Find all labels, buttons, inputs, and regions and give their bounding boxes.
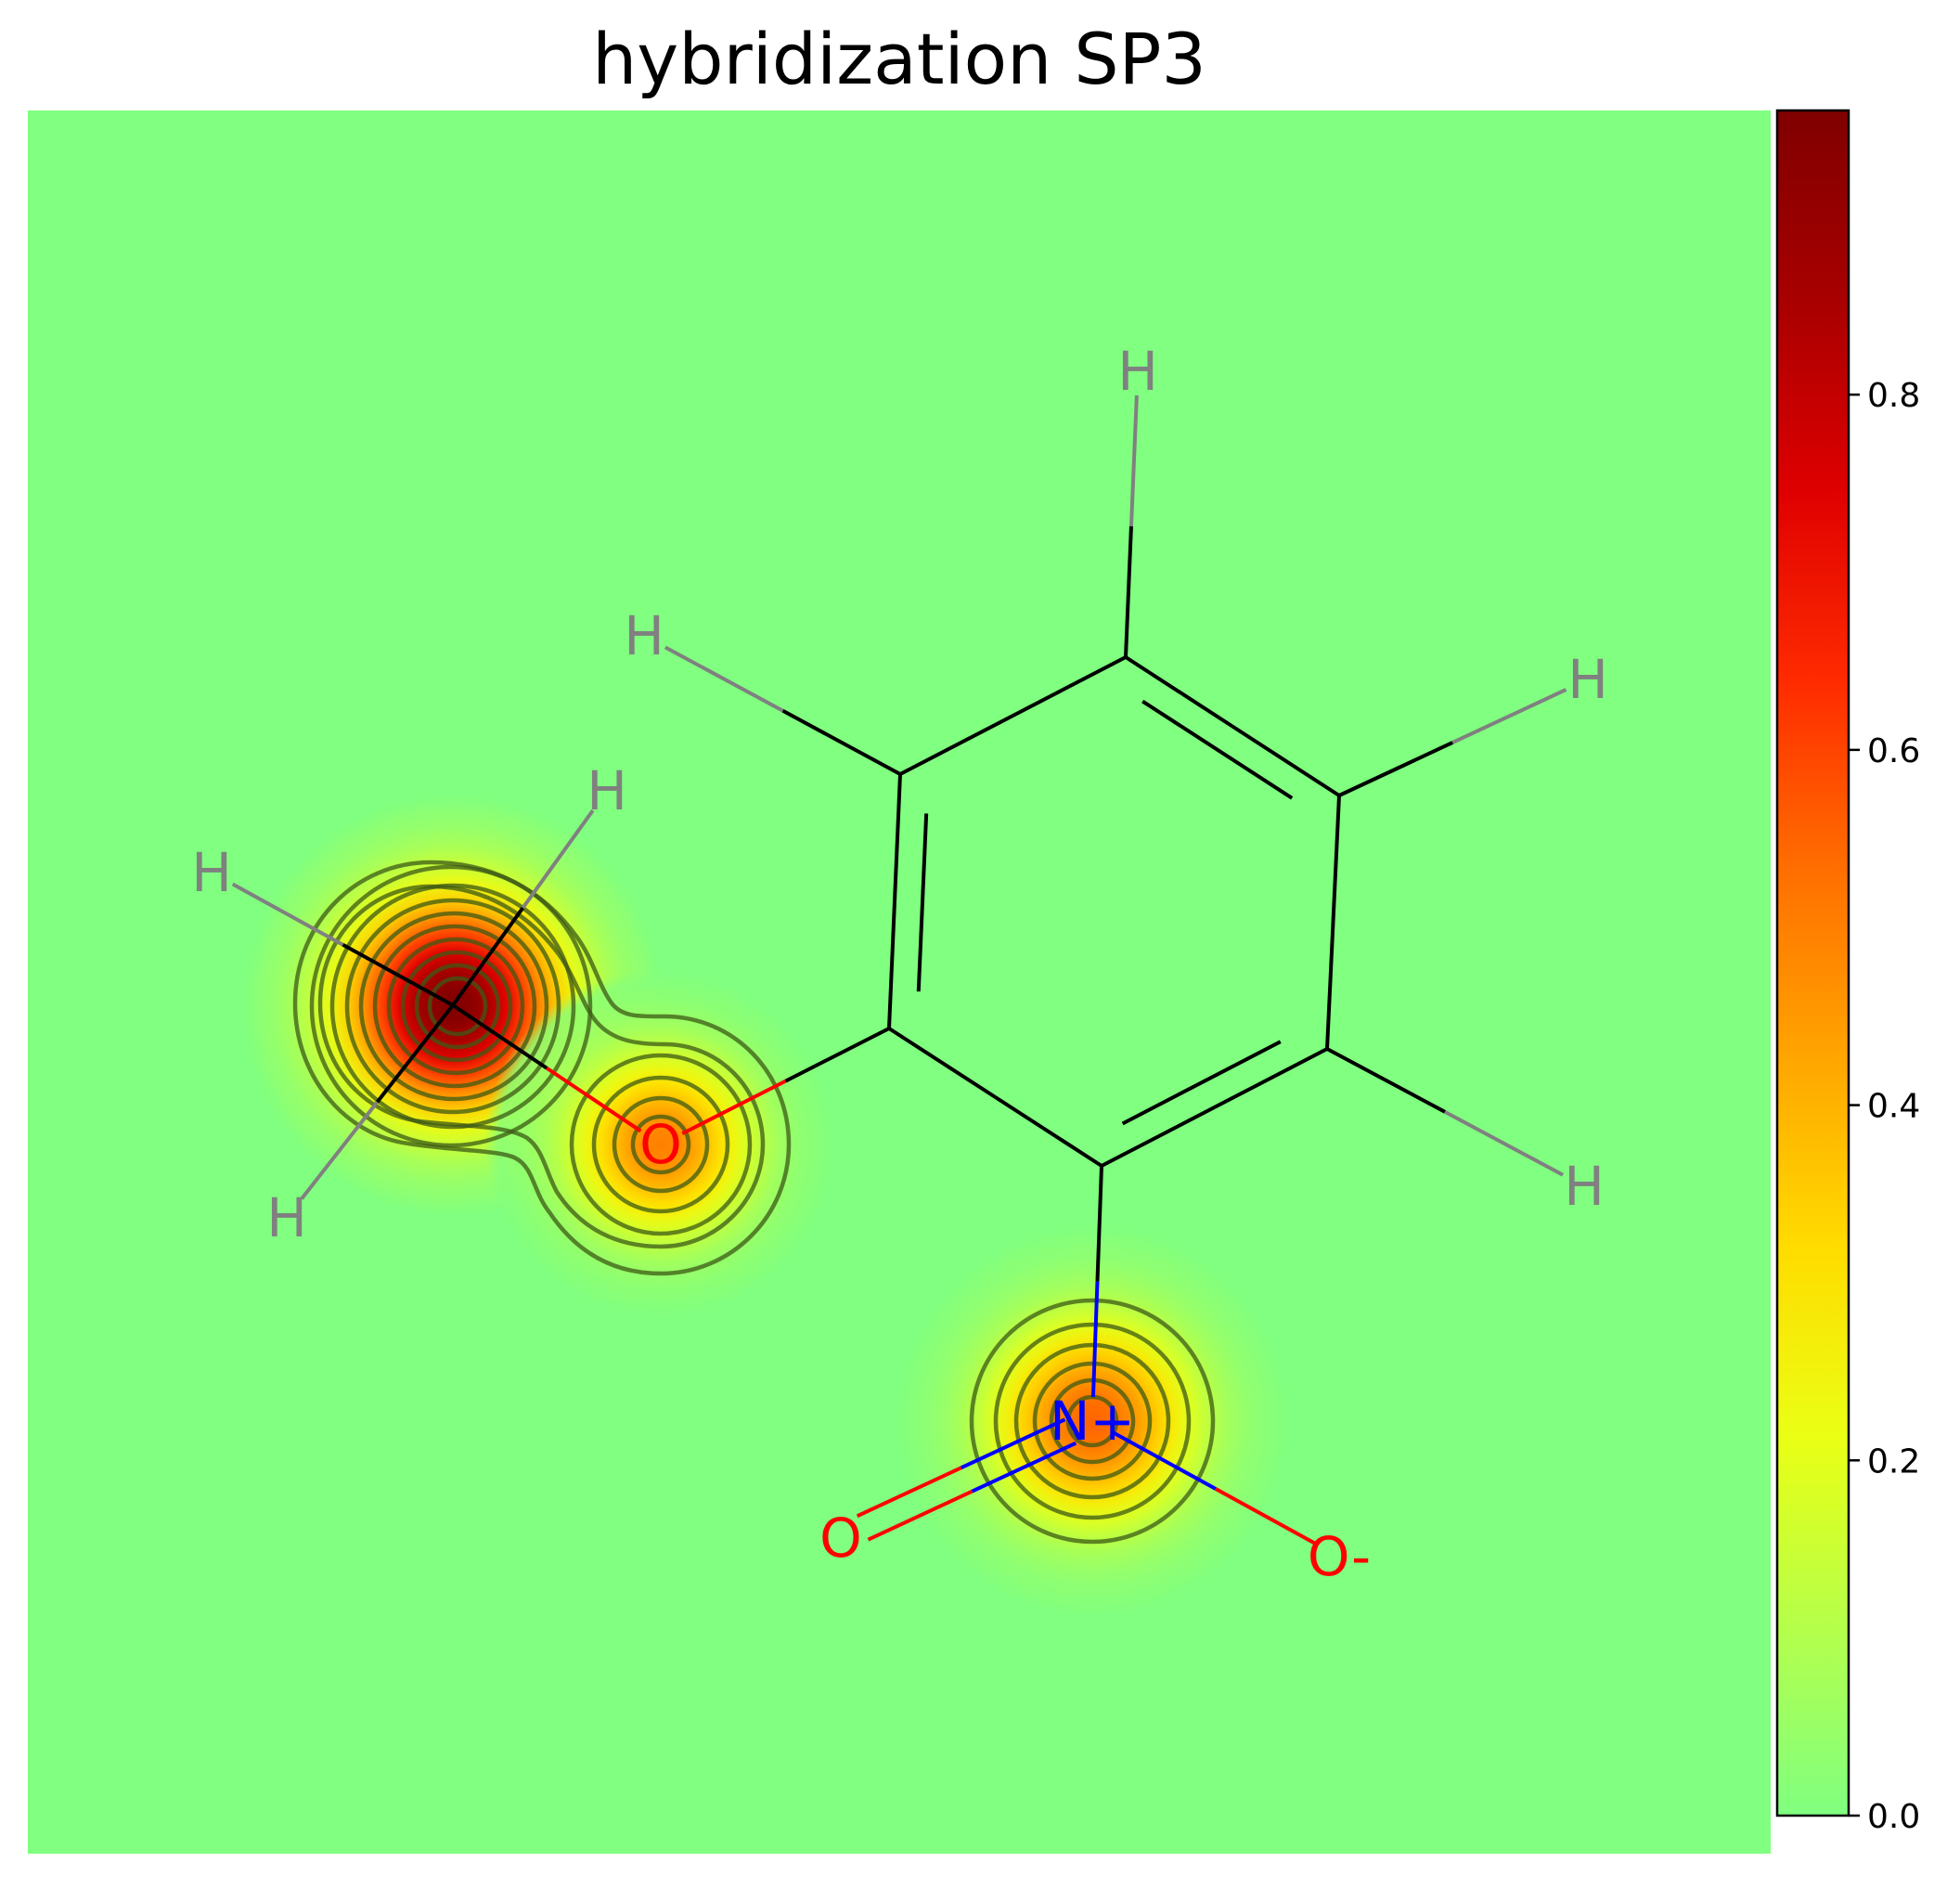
contour-line — [1065, 1394, 1119, 1448]
bond-line — [960, 1417, 1066, 1470]
bond-line — [375, 1003, 455, 1104]
atom-label-o2: O — [819, 1507, 862, 1570]
bond-line — [916, 813, 929, 992]
atom-label-h7: H — [1564, 1155, 1605, 1218]
bond-line — [546, 1067, 642, 1133]
contour-line — [630, 1114, 691, 1175]
bond-line — [899, 714, 1014, 776]
atom-label-h6: H — [1567, 648, 1608, 711]
bond-line — [231, 882, 344, 947]
bond-line — [1444, 1110, 1565, 1177]
molecule-atom-labels: O N+ O O- H H H H H H H — [191, 340, 1608, 1588]
bond-line — [300, 1101, 380, 1200]
contour-line — [427, 976, 488, 1037]
atom-label-h5: H — [1117, 340, 1158, 403]
bond-line — [781, 708, 901, 776]
contour-line — [993, 1322, 1192, 1520]
bond-line — [451, 1003, 548, 1070]
contour-layer — [292, 860, 1216, 1545]
bond-line — [887, 900, 896, 1029]
contour-line — [372, 924, 537, 1089]
colorbar-tick-label: 0.0 — [1867, 1798, 1920, 1836]
contour-line — [1032, 1361, 1153, 1481]
bond-line — [784, 1027, 890, 1083]
colorbar-tick-label: 0.2 — [1867, 1442, 1920, 1481]
colorbar-tick-label: 0.8 — [1867, 377, 1920, 415]
contour-line — [612, 1095, 710, 1194]
bond-line — [1338, 741, 1454, 797]
bond-line — [1451, 688, 1567, 744]
contour-line — [386, 937, 525, 1076]
bond-line — [867, 1489, 974, 1542]
atom-label-o3: O- — [1308, 1525, 1371, 1588]
bond-line — [1215, 1487, 1320, 1547]
contour-line — [292, 860, 792, 1276]
bond-line — [681, 1079, 787, 1136]
bond-line — [1090, 1281, 1100, 1398]
bond-line — [1101, 1106, 1216, 1168]
bond-line — [971, 1441, 1077, 1494]
bond-line — [1095, 1165, 1103, 1282]
bond-line — [1231, 724, 1341, 797]
bond-line — [1121, 1040, 1282, 1126]
contour-line — [344, 898, 561, 1115]
bond-line — [1124, 525, 1133, 658]
bond-line — [887, 1027, 997, 1099]
colorbar-tick-label: 0.4 — [1867, 1088, 1920, 1126]
bond-line — [893, 773, 902, 902]
bond-line — [1112, 1430, 1217, 1491]
contour-line — [317, 884, 766, 1249]
bond-line — [1012, 655, 1127, 718]
plot-area: O N+ O O- H H H H H H H — [28, 110, 1771, 1854]
bond-line — [1331, 795, 1341, 923]
contour-line — [569, 1053, 753, 1236]
contour-line — [309, 864, 593, 1148]
bond-line — [856, 1466, 962, 1519]
heat-peak — [893, 1222, 1292, 1621]
contour-line — [329, 883, 576, 1130]
colorbar-gradient — [1775, 109, 1850, 1817]
atom-label-h2: H — [587, 759, 627, 822]
colorbar-tick-label: 0.6 — [1867, 732, 1920, 770]
bond-line — [451, 906, 525, 1007]
bond-line — [1213, 1047, 1328, 1109]
heat-peak — [484, 968, 837, 1321]
contour-line — [414, 963, 501, 1050]
atom-label-o1: O — [639, 1113, 682, 1176]
bond-line — [521, 808, 595, 910]
chart-title: hybridization SP3 — [592, 18, 1206, 100]
bond-line — [1124, 655, 1234, 729]
bond-line — [1128, 394, 1139, 527]
bond-line — [994, 1095, 1103, 1168]
contour-line — [591, 1075, 730, 1214]
contour-line — [358, 911, 549, 1102]
atom-label-h1: H — [191, 841, 232, 904]
bond-line — [1325, 922, 1335, 1050]
atom-label-n1: N+ — [1050, 1390, 1135, 1453]
atom-label-h4: H — [624, 604, 664, 667]
colorbar: 0.0 0.2 0.4 0.6 0.8 — [1775, 109, 1920, 1836]
contour-line — [969, 1298, 1216, 1545]
molecule-bonds — [231, 394, 1567, 1547]
bond-line — [342, 943, 454, 1007]
atom-label-h3: H — [266, 1186, 307, 1249]
bond-line — [1141, 699, 1294, 800]
contour-line — [1013, 1342, 1171, 1500]
contour-line — [400, 950, 513, 1063]
bond-line — [664, 645, 784, 713]
bond-line — [1326, 1047, 1446, 1114]
colorbar-ticks: 0.0 0.2 0.4 0.6 0.8 — [1849, 377, 1920, 1836]
